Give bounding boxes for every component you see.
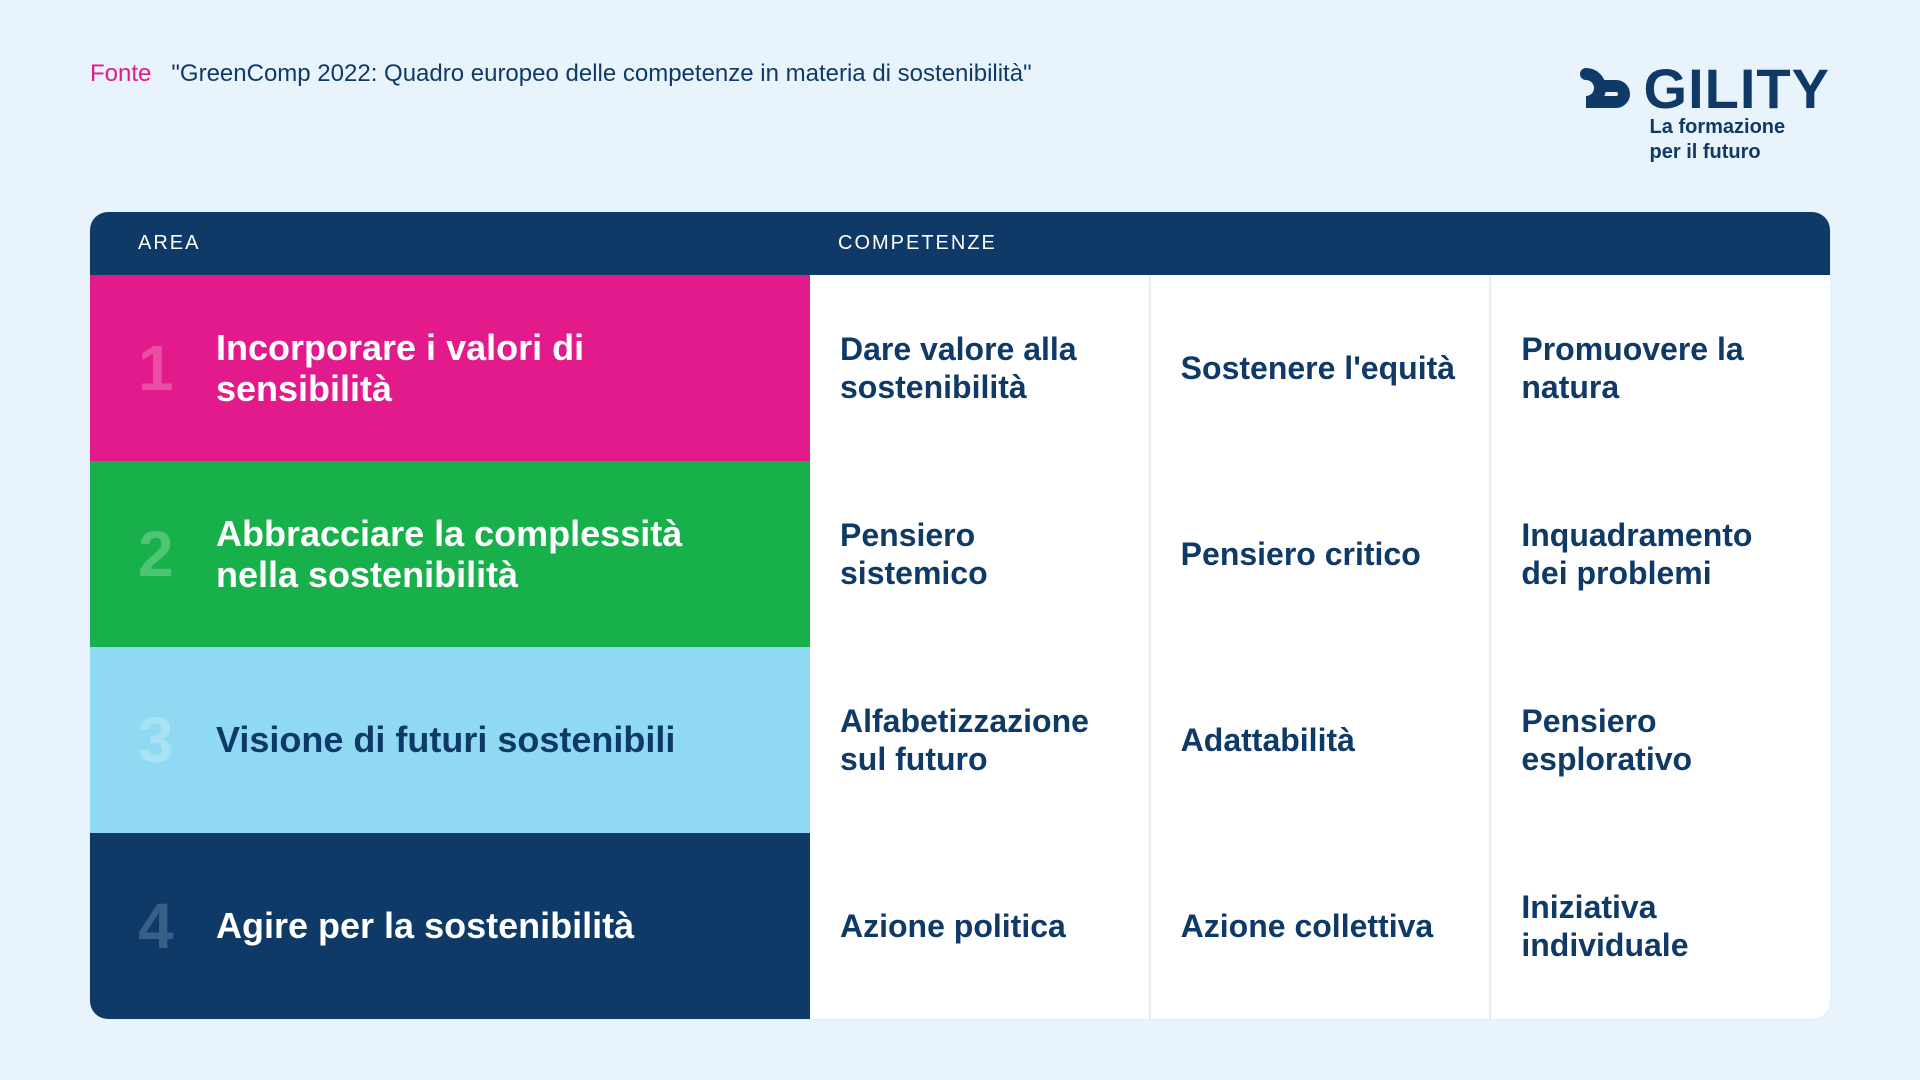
topbar: Fonte "GreenComp 2022: Quadro europeo de… <box>90 60 1830 164</box>
header-competenze: COMPETENZE <box>810 212 1830 275</box>
competenza-cell: Alfabetizzazione sul futuro <box>810 647 1149 833</box>
brand-g-icon <box>1572 60 1638 114</box>
source-title: "GreenComp 2022: Quadro europeo delle co… <box>171 60 1031 87</box>
header-area: AREA <box>90 212 810 275</box>
competenza-cell: Pensiero sistemico <box>810 461 1149 647</box>
competenza-cell: Iniziativa individuale <box>1489 833 1830 1019</box>
competenza-cell: Inquadramento dei problemi <box>1489 461 1830 647</box>
area-number: 2 <box>138 522 182 586</box>
area-number: 3 <box>138 708 182 772</box>
competenza-cell: Pensiero critico <box>1149 461 1490 647</box>
slide-page: Fonte "GreenComp 2022: Quadro europeo de… <box>0 0 1920 1080</box>
table-row: 2 Abbracciare la complessità nella sosten… <box>90 461 1830 647</box>
competenza-cell: Adattabilità <box>1149 647 1490 833</box>
table-row: 1 Incorporare i valori di sensibilità Dare… <box>90 275 1830 461</box>
brand-logo: GILITY La formazione per il futuro <box>1572 60 1830 164</box>
area-cell: 1 Incorporare i valori di sensibilità <box>90 275 810 461</box>
competenze-group: Pensiero sistemicoPensiero criticoInquad… <box>810 461 1830 647</box>
area-title: Incorporare i valori di sensibilità <box>216 327 762 410</box>
area-title: Visione di futuri sostenibili <box>216 719 675 760</box>
competenza-cell: Dare valore alla sostenibilità <box>810 275 1149 461</box>
brand-name: GILITY <box>1644 64 1830 114</box>
table-header: AREA COMPETENZE <box>90 212 1830 275</box>
area-number: 1 <box>138 336 182 400</box>
table-body: 1 Incorporare i valori di sensibilità Dare… <box>90 275 1830 1019</box>
area-cell: 4 Agire per la sostenibilità <box>90 833 810 1019</box>
competenza-cell: Promuovere la natura <box>1489 275 1830 461</box>
competenza-cell: Azione politica <box>810 833 1149 1019</box>
area-number: 4 <box>138 894 182 958</box>
competenza-cell: Azione collettiva <box>1149 833 1490 1019</box>
competenze-group: Dare valore alla sostenibilitàSostenere … <box>810 275 1830 461</box>
area-title: Abbracciare la complessità nella sosteni… <box>216 513 762 596</box>
table-row: 4 Agire per la sostenibilità Azione politi… <box>90 833 1830 1019</box>
competenza-cell: Sostenere l'equità <box>1149 275 1490 461</box>
competenza-cell: Pensiero esplorativo <box>1489 647 1830 833</box>
competenze-group: Azione politicaAzione collettivaIniziati… <box>810 833 1830 1019</box>
area-cell: 2 Abbracciare la complessità nella sosten… <box>90 461 810 647</box>
area-title: Agire per la sostenibilità <box>216 905 634 946</box>
competency-table: AREA COMPETENZE 1 Incorporare i valori di… <box>90 212 1830 1019</box>
brand-tagline-2: per il futuro <box>1650 141 1830 164</box>
competenze-group: Alfabetizzazione sul futuroAdattabilitàP… <box>810 647 1830 833</box>
area-cell: 3 Visione di futuri sostenibili <box>90 647 810 833</box>
source-line: Fonte "GreenComp 2022: Quadro europeo de… <box>90 60 1032 88</box>
source-label: Fonte <box>90 60 151 87</box>
table-row: 3 Visione di futuri sostenibili Alfabetizz… <box>90 647 1830 833</box>
